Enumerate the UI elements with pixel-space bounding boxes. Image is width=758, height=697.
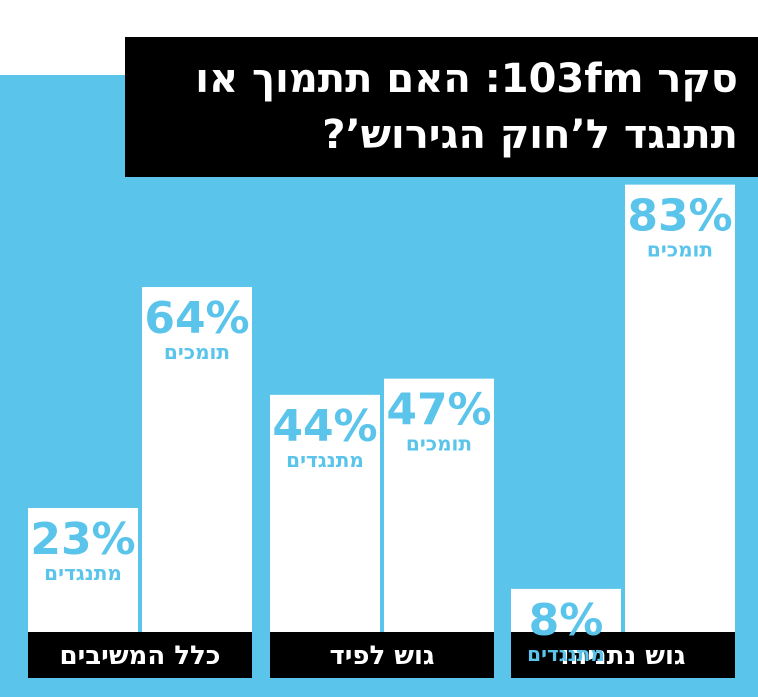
value-label: 64% — [144, 293, 249, 344]
series-label: מתנגדים — [286, 448, 364, 472]
bar — [270, 394, 380, 632]
bar — [384, 378, 494, 632]
category-box — [270, 632, 494, 678]
bar — [28, 508, 138, 632]
category-box — [511, 632, 735, 678]
value-label: 83% — [627, 191, 732, 242]
bar — [511, 588, 621, 632]
category-label: גוש לפיד — [329, 641, 434, 671]
category-label: גוש נתניהו — [560, 641, 685, 671]
value-label: 23% — [30, 514, 135, 565]
bar — [625, 184, 735, 632]
category-box — [28, 632, 252, 678]
series-label: תומכים — [647, 238, 713, 262]
bar — [142, 287, 252, 632]
series-label: מתנגדים — [44, 561, 122, 585]
series-label: מתנגדים — [527, 642, 605, 666]
series-label: תומכים — [406, 432, 472, 456]
value-label: 47% — [386, 385, 491, 436]
series-label: תומכים — [164, 340, 230, 364]
value-label: 44% — [272, 401, 377, 452]
chart-title: סקר 103fm: האם תתמוך או תתנגד ל’חוק הגיר… — [125, 37, 758, 177]
category-label: כלל המשיבים — [60, 641, 221, 671]
value-label: 8% — [529, 595, 604, 646]
